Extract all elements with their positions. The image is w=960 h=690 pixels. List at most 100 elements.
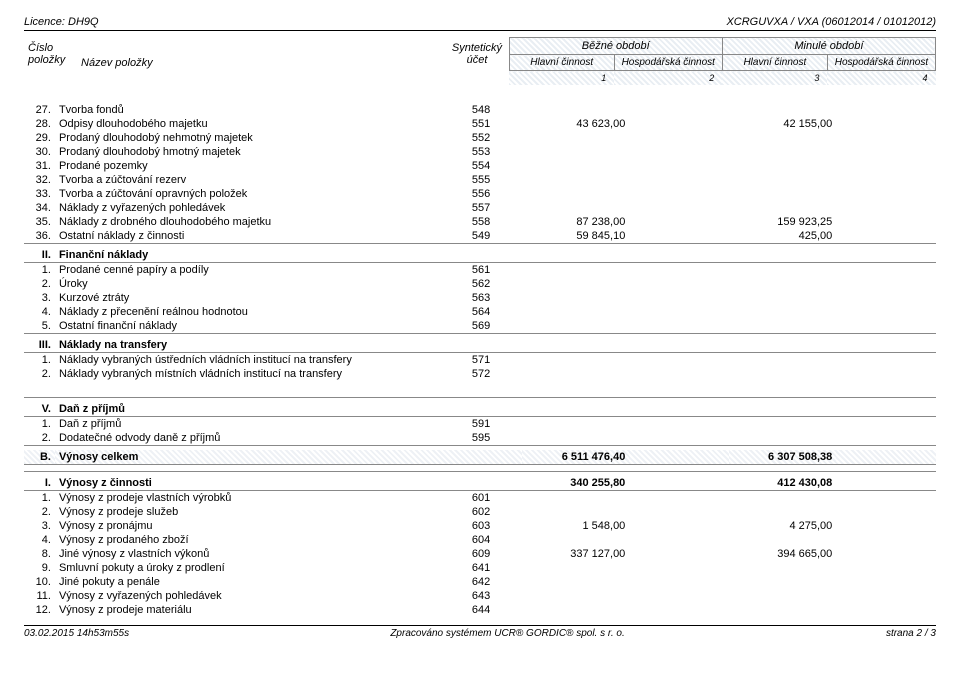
row-h2 <box>629 319 729 334</box>
row-h4 <box>836 291 936 305</box>
row-h2 <box>629 263 729 278</box>
row-h1 <box>522 145 629 159</box>
row-num: 10. <box>24 575 55 589</box>
section-row: I.Výnosy z činnosti340 255,80412 430,08 <box>24 476 936 491</box>
row-name: Náklady vybraných místních vládních inst… <box>55 367 468 381</box>
row-h3 <box>729 353 836 368</box>
row-h2 <box>629 575 729 589</box>
row-ucet: 551 <box>468 117 522 131</box>
row-h4 <box>836 201 936 215</box>
row-h2 <box>629 561 729 575</box>
section-h1 <box>522 248 629 263</box>
row-h1 <box>522 159 629 173</box>
table-row: 1.Prodané cenné papíry a podíly561 <box>24 263 936 278</box>
footer-left: 03.02.2015 14h53m55s <box>24 628 129 639</box>
table-row: 11.Výnosy z vyřazených pohledávek643 <box>24 589 936 603</box>
footer-right: strana 2 / 3 <box>886 628 936 639</box>
table-row: 4.Výnosy z prodaného zboží604 <box>24 533 936 547</box>
row-ucet: 558 <box>468 215 522 229</box>
row-ucet: 602 <box>468 505 522 519</box>
row-h4 <box>836 145 936 159</box>
row-ucet: 591 <box>468 417 522 432</box>
row-name: Tvorba a zúčtování opravných položek <box>55 187 468 201</box>
row-num: 32. <box>24 173 55 187</box>
section-label: Výnosy z činnosti <box>55 476 468 491</box>
section-roman: III. <box>24 338 55 353</box>
hdr-n4: 4 <box>827 71 935 86</box>
row-h4 <box>836 159 936 173</box>
row-h2 <box>629 305 729 319</box>
table-row: 27.Tvorba fondů548 <box>24 103 936 117</box>
row-name: Tvorba a zúčtování rezerv <box>55 173 468 187</box>
row-h1 <box>522 575 629 589</box>
row-h3 <box>729 277 836 291</box>
licence: Licence: DH9Q <box>24 16 99 28</box>
row-ucet: 554 <box>468 159 522 173</box>
header-table: Číslo položky Název položky Syntetický ú… <box>24 37 936 85</box>
row-h3 <box>729 201 836 215</box>
row-num: 33. <box>24 187 55 201</box>
row-num: 3. <box>24 519 55 533</box>
row-ucet: 557 <box>468 201 522 215</box>
row-num: 1. <box>24 417 55 432</box>
row-h2 <box>629 131 729 145</box>
hdr-n3: 3 <box>722 71 827 86</box>
row-name: Ostatní finanční náklady <box>55 319 468 334</box>
table-row: 9.Smluvní pokuty a úroky z prodlení641 <box>24 561 936 575</box>
row-h1 <box>522 533 629 547</box>
body-table: 27.Tvorba fondů54828.Odpisy dlouhodobého… <box>24 91 936 617</box>
row-h2 <box>629 173 729 187</box>
row-name: Náklady z vyřazených pohledávek <box>55 201 468 215</box>
section-h3 <box>729 338 836 353</box>
footer-center: Zpracováno systémem UCR® GORDIC® spol. s… <box>390 628 624 639</box>
row-h3 <box>729 291 836 305</box>
table-row: 1.Daň z příjmů591 <box>24 417 936 432</box>
row-h3 <box>729 589 836 603</box>
row-h4 <box>836 575 936 589</box>
section-h3 <box>729 248 836 263</box>
row-name: Daň z příjmů <box>55 417 468 432</box>
row-h2 <box>629 431 729 446</box>
hdr-ucet: účet <box>449 54 504 66</box>
row-h1 <box>522 431 629 446</box>
row-ucet: 642 <box>468 575 522 589</box>
row-name: Prodané cenné papíry a podíly <box>55 263 468 278</box>
row-ucet: 571 <box>468 353 522 368</box>
row-num: 9. <box>24 561 55 575</box>
row-ucet: 643 <box>468 589 522 603</box>
row-h1: 59 845,10 <box>522 229 629 244</box>
row-name: Výnosy z prodeje vlastních výrobků <box>55 491 468 506</box>
row-h3 <box>729 319 836 334</box>
row-name: Náklady z přecenění reálnou hodnotou <box>55 305 468 319</box>
row-h4 <box>836 319 936 334</box>
row-h3 <box>729 173 836 187</box>
table-row: 34.Náklady z vyřazených pohledávek557 <box>24 201 936 215</box>
section-roman: B. <box>24 450 55 465</box>
row-name: Úroky <box>55 277 468 291</box>
row-h1 <box>522 353 629 368</box>
row-h1 <box>522 131 629 145</box>
row-num: 8. <box>24 547 55 561</box>
row-h1: 43 623,00 <box>522 117 629 131</box>
row-h2 <box>629 367 729 381</box>
row-num: 3. <box>24 291 55 305</box>
row-num: 34. <box>24 201 55 215</box>
row-ucet: 601 <box>468 491 522 506</box>
row-name: Prodaný dlouhodobý hmotný majetek <box>55 145 468 159</box>
table-row: 1.Výnosy z prodeje vlastních výrobků601 <box>24 491 936 506</box>
row-h1 <box>522 319 629 334</box>
row-h4 <box>836 131 936 145</box>
table-row: 10.Jiné pokuty a penále642 <box>24 575 936 589</box>
row-h2 <box>629 505 729 519</box>
row-h4 <box>836 561 936 575</box>
row-h1: 87 238,00 <box>522 215 629 229</box>
row-h3 <box>729 575 836 589</box>
row-h4 <box>836 431 936 446</box>
section-roman: II. <box>24 248 55 263</box>
section-row: II.Finanční náklady <box>24 248 936 263</box>
section-h2 <box>629 248 729 263</box>
row-h2 <box>629 603 729 617</box>
row-ucet: 609 <box>468 547 522 561</box>
row-num: 29. <box>24 131 55 145</box>
row-ucet: 556 <box>468 187 522 201</box>
